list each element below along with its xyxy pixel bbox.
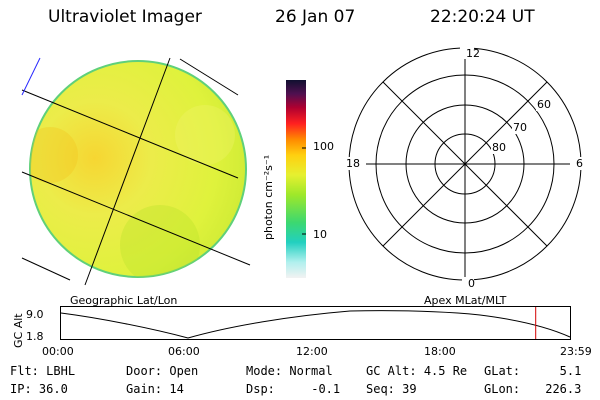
- mlt-label-6: 6: [576, 157, 583, 170]
- mlt-label-0: 0: [468, 277, 475, 290]
- colorbar-tick-100: 100: [313, 140, 334, 153]
- time-tick-0600: 06:00: [168, 345, 200, 358]
- status-gain: Gain: 14: [126, 382, 184, 396]
- time-tick-1800: 18:00: [424, 345, 456, 358]
- altitude-tick-low: 1.8: [26, 330, 44, 343]
- geographic-label: Geographic Lat/Lon: [70, 294, 178, 307]
- altitude-axis-label: GC Alt: [12, 313, 25, 348]
- seq-value: 39: [402, 382, 417, 396]
- status-glon: GLon: 226.3: [484, 382, 582, 396]
- door-value: Open: [169, 364, 199, 378]
- status-seq: Seq: 39: [366, 382, 417, 396]
- image-time: 22:20:24 UT: [430, 7, 535, 27]
- mode-value: Normal: [289, 364, 333, 378]
- app-title: Ultraviolet Imager: [48, 7, 202, 27]
- apex-label: Apex MLat/MLT: [424, 294, 507, 307]
- status-door: Door: Open: [126, 364, 199, 378]
- uv-earth-image: [21, 57, 251, 286]
- filter-value: LBHL: [46, 364, 76, 378]
- ip-value: 36.0: [38, 382, 68, 396]
- color-scale-bar: [286, 80, 306, 278]
- gc-alt-value: 4.5 Re: [423, 364, 468, 378]
- glat-value: 5.1: [559, 364, 582, 378]
- colorbar-unit-label: photon cm⁻²s⁻¹: [262, 154, 275, 240]
- status-mode: Mode: Normal: [246, 364, 333, 378]
- glon-value: 226.3: [545, 382, 582, 396]
- gain-value: 14: [169, 382, 184, 396]
- status-gc-alt: GC Alt: 4.5 Re: [366, 364, 468, 378]
- altitude-plot-frame: [60, 306, 571, 340]
- status-ip: IP: 36.0: [10, 382, 68, 396]
- mlat-label-70: 70: [512, 121, 528, 134]
- geographic-grid-lines: [21, 57, 251, 286]
- time-tick-2359: 23:59: [560, 345, 592, 358]
- altitude-curve: [60, 310, 571, 339]
- image-date: 26 Jan 07: [275, 7, 356, 27]
- altitude-timeline-plot: [60, 306, 571, 340]
- color-scale-gradient: [286, 80, 306, 278]
- status-filter: Flt: LBHL: [10, 364, 76, 378]
- mlt-label-12: 12: [466, 47, 480, 60]
- colorbar-tick-10: 10: [313, 228, 327, 241]
- time-tick-0000: 00:00: [42, 345, 74, 358]
- mlat-label-80: 80: [491, 141, 507, 154]
- status-dsp: Dsp: -0.1: [246, 382, 341, 396]
- time-tick-1200: 12:00: [296, 345, 328, 358]
- polar-mlat-mlt-plot: [344, 47, 584, 289]
- mlt-label-18: 18: [346, 157, 360, 170]
- mlat-label-60: 60: [536, 98, 552, 111]
- altitude-tick-high: 9.0: [26, 308, 44, 321]
- dsp-value: -0.1: [311, 382, 341, 396]
- status-glat: GLat: 5.1: [484, 364, 582, 378]
